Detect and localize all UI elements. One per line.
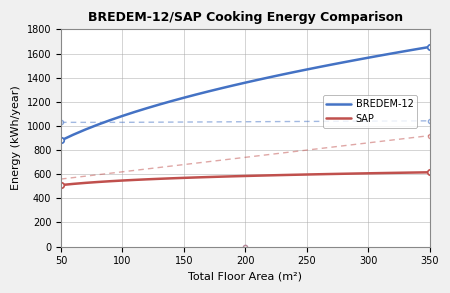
SAP <box>341 172 346 176</box>
BREDEM-12 <box>157 103 162 106</box>
SAP <box>414 171 420 174</box>
SAP <box>365 171 371 175</box>
BREDEM-12 <box>378 54 383 57</box>
BREDEM-12 <box>353 58 359 62</box>
SAP <box>58 183 64 187</box>
BREDEM-12 <box>267 75 273 79</box>
SAP <box>132 178 137 182</box>
SAP <box>95 180 101 184</box>
BREDEM-12 <box>390 52 396 55</box>
SAP <box>120 179 125 182</box>
BREDEM-12 <box>194 93 199 96</box>
Y-axis label: Energy (kWh/year): Energy (kWh/year) <box>11 86 21 190</box>
BREDEM-12 <box>169 99 174 103</box>
BREDEM-12 <box>316 65 322 69</box>
SAP <box>328 172 334 176</box>
BREDEM-12 <box>427 45 432 49</box>
Line: SAP: SAP <box>61 172 430 185</box>
Line: BREDEM-12: BREDEM-12 <box>61 47 430 140</box>
BREDEM-12 <box>95 123 101 126</box>
BREDEM-12 <box>243 81 248 84</box>
SAP <box>353 172 359 175</box>
BREDEM-12 <box>218 87 224 90</box>
SAP <box>243 174 248 178</box>
SAP <box>316 173 322 176</box>
SAP <box>378 171 383 175</box>
SAP <box>144 178 150 181</box>
BREDEM-12 <box>292 70 297 74</box>
SAP <box>402 171 408 174</box>
SAP <box>83 181 88 185</box>
SAP <box>181 176 187 180</box>
SAP <box>108 179 113 183</box>
BREDEM-12 <box>181 96 187 100</box>
BREDEM-12 <box>83 128 88 131</box>
BREDEM-12 <box>365 56 371 59</box>
SAP <box>169 177 174 180</box>
Title: BREDEM-12/SAP Cooking Energy Comparison: BREDEM-12/SAP Cooking Energy Comparison <box>88 11 403 24</box>
SAP <box>218 175 224 178</box>
SAP <box>267 173 273 177</box>
SAP <box>279 173 285 177</box>
BREDEM-12 <box>206 90 211 93</box>
SAP <box>292 173 297 176</box>
SAP <box>304 173 310 176</box>
SAP <box>194 176 199 179</box>
SAP <box>206 175 211 179</box>
SAP <box>71 182 76 186</box>
BREDEM-12 <box>402 50 408 53</box>
BREDEM-12 <box>71 133 76 137</box>
BREDEM-12 <box>414 47 420 51</box>
BREDEM-12 <box>341 61 346 64</box>
BREDEM-12 <box>132 110 137 114</box>
SAP <box>255 174 260 177</box>
BREDEM-12 <box>58 139 64 142</box>
BREDEM-12 <box>108 118 113 122</box>
SAP <box>427 171 432 174</box>
SAP <box>390 171 396 175</box>
BREDEM-12 <box>144 106 150 110</box>
Legend: BREDEM-12, SAP: BREDEM-12, SAP <box>323 95 418 128</box>
SAP <box>157 177 162 180</box>
BREDEM-12 <box>230 84 236 87</box>
SAP <box>230 175 236 178</box>
BREDEM-12 <box>279 73 285 76</box>
BREDEM-12 <box>328 63 334 67</box>
BREDEM-12 <box>255 78 260 82</box>
BREDEM-12 <box>120 114 125 118</box>
X-axis label: Total Floor Area (m²): Total Floor Area (m²) <box>189 272 302 282</box>
BREDEM-12 <box>304 68 310 71</box>
